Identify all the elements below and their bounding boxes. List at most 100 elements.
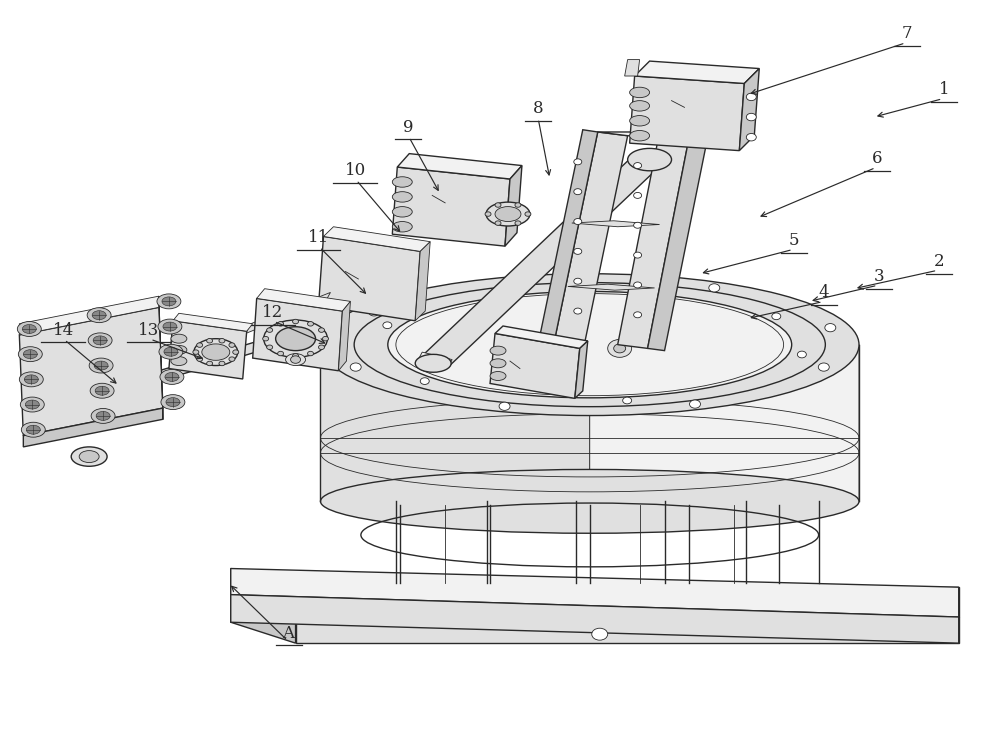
Circle shape — [267, 328, 273, 333]
Ellipse shape — [354, 282, 825, 407]
Circle shape — [690, 400, 700, 408]
Circle shape — [608, 339, 632, 357]
Polygon shape — [568, 284, 655, 290]
Polygon shape — [323, 227, 430, 252]
Ellipse shape — [628, 148, 672, 171]
Ellipse shape — [96, 411, 110, 420]
Circle shape — [797, 351, 806, 358]
Circle shape — [634, 282, 642, 288]
Polygon shape — [231, 568, 296, 643]
Polygon shape — [648, 136, 707, 351]
Ellipse shape — [630, 100, 650, 111]
Circle shape — [278, 351, 284, 356]
Ellipse shape — [320, 274, 859, 416]
Circle shape — [197, 357, 203, 361]
Circle shape — [291, 356, 301, 363]
Text: 12: 12 — [262, 304, 283, 321]
Circle shape — [818, 363, 829, 372]
Ellipse shape — [22, 324, 36, 333]
Circle shape — [293, 319, 299, 324]
Ellipse shape — [18, 347, 42, 362]
Polygon shape — [296, 587, 959, 617]
Polygon shape — [555, 132, 628, 342]
Ellipse shape — [160, 369, 184, 384]
Circle shape — [293, 354, 299, 358]
Circle shape — [709, 284, 720, 292]
Circle shape — [634, 192, 642, 198]
Ellipse shape — [171, 345, 187, 354]
Polygon shape — [392, 167, 510, 246]
Circle shape — [746, 133, 756, 141]
Polygon shape — [739, 69, 759, 151]
Circle shape — [574, 219, 582, 225]
Ellipse shape — [162, 297, 176, 306]
Circle shape — [574, 189, 582, 195]
Polygon shape — [598, 132, 707, 139]
Polygon shape — [490, 333, 580, 398]
Circle shape — [219, 361, 225, 366]
Ellipse shape — [392, 222, 412, 232]
Ellipse shape — [630, 87, 650, 97]
Ellipse shape — [396, 294, 784, 395]
Circle shape — [322, 336, 328, 341]
Ellipse shape — [90, 383, 114, 398]
Circle shape — [308, 351, 314, 356]
Polygon shape — [156, 341, 259, 382]
Ellipse shape — [89, 358, 113, 373]
Ellipse shape — [630, 130, 650, 141]
Ellipse shape — [19, 372, 43, 386]
Circle shape — [495, 203, 501, 207]
Ellipse shape — [26, 425, 40, 434]
Polygon shape — [495, 326, 588, 348]
Circle shape — [420, 377, 429, 384]
Circle shape — [772, 313, 781, 320]
Circle shape — [207, 361, 213, 366]
Ellipse shape — [171, 357, 187, 366]
Ellipse shape — [194, 339, 238, 366]
Ellipse shape — [165, 372, 179, 381]
Polygon shape — [296, 617, 959, 643]
Circle shape — [520, 277, 531, 285]
Text: 6: 6 — [872, 150, 882, 167]
Circle shape — [197, 343, 203, 348]
Polygon shape — [173, 313, 253, 331]
Text: 7: 7 — [902, 25, 912, 43]
Polygon shape — [505, 166, 522, 246]
Ellipse shape — [392, 192, 412, 202]
Ellipse shape — [159, 345, 183, 360]
Polygon shape — [635, 61, 759, 83]
Text: 9: 9 — [403, 118, 414, 136]
Text: A: A — [283, 625, 295, 642]
Ellipse shape — [71, 447, 107, 467]
Text: 14: 14 — [53, 321, 74, 339]
Polygon shape — [630, 76, 744, 151]
Circle shape — [634, 222, 642, 228]
Text: 13: 13 — [138, 321, 160, 339]
Circle shape — [278, 321, 284, 326]
Polygon shape — [590, 324, 859, 509]
Ellipse shape — [264, 320, 327, 357]
Polygon shape — [231, 568, 959, 617]
Circle shape — [515, 221, 521, 225]
Circle shape — [233, 350, 239, 354]
Polygon shape — [320, 324, 590, 509]
Ellipse shape — [320, 470, 859, 533]
Text: 4: 4 — [819, 285, 829, 301]
Text: 5: 5 — [789, 232, 799, 249]
Circle shape — [574, 249, 582, 255]
Circle shape — [318, 345, 324, 350]
Polygon shape — [625, 60, 640, 76]
Text: 10: 10 — [345, 162, 366, 179]
Ellipse shape — [158, 319, 182, 334]
Text: 1: 1 — [938, 82, 949, 98]
Ellipse shape — [95, 386, 109, 395]
Ellipse shape — [94, 361, 108, 370]
Circle shape — [499, 402, 510, 410]
Polygon shape — [169, 321, 247, 379]
Polygon shape — [618, 132, 689, 348]
Circle shape — [267, 345, 273, 350]
Ellipse shape — [91, 408, 115, 423]
Ellipse shape — [25, 400, 39, 409]
Ellipse shape — [157, 294, 181, 309]
Ellipse shape — [87, 308, 111, 323]
